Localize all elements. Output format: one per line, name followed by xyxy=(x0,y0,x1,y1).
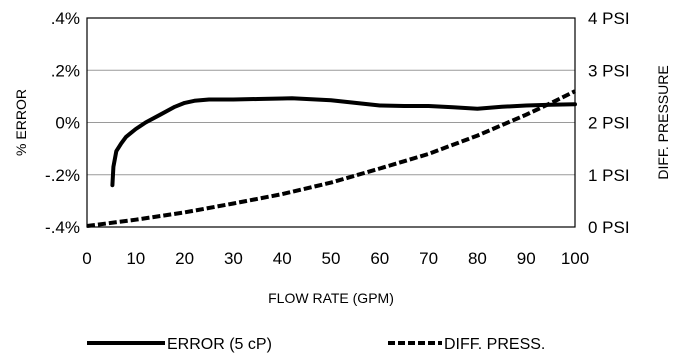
x-tick-label: 90 xyxy=(517,249,536,268)
right-y-tick-label: 0 PSI xyxy=(588,218,630,237)
right-axis-title: DIFF. PRESSURE xyxy=(655,65,671,179)
right-y-tick-label: 4 PSI xyxy=(588,9,630,28)
gridlines xyxy=(87,17,575,228)
x-tick-label: 30 xyxy=(224,249,243,268)
x-axis-ticks: 0 10 20 30 40 50 60 70 80 90 100 xyxy=(82,249,589,268)
left-y-tick-label: -.4% xyxy=(45,218,80,237)
left-axis-ticks: .4% .2% 0% -.2% -.4% xyxy=(45,9,80,237)
x-tick-label: 60 xyxy=(370,249,389,268)
x-tick-label: 100 xyxy=(561,249,589,268)
x-tick-label: 80 xyxy=(468,249,487,268)
series-layer xyxy=(86,89,577,228)
plot-area xyxy=(86,17,576,228)
right-y-tick-label: 2 PSI xyxy=(588,114,630,133)
x-tick-label: 10 xyxy=(126,249,145,268)
series-line-diff-press xyxy=(86,89,576,228)
series-line-error xyxy=(110,96,577,188)
x-axis-title: FLOW RATE (GPM) xyxy=(268,290,394,306)
left-y-tick-label: -.2% xyxy=(45,166,80,185)
legend-label-error: ERROR (5 cP) xyxy=(167,336,272,353)
x-tick-label: 40 xyxy=(273,249,292,268)
x-tick-label: 50 xyxy=(322,249,341,268)
x-tick-label: 70 xyxy=(419,249,438,268)
right-y-tick-label: 1 PSI xyxy=(588,166,630,185)
legend-label-diff-press: DIFF. PRESS. xyxy=(444,336,545,353)
left-y-tick-label: .2% xyxy=(51,61,80,80)
left-y-tick-label: 0% xyxy=(55,114,80,133)
x-tick-label: 20 xyxy=(175,249,194,268)
legend: ERROR (5 cP) DIFF. PRESS. xyxy=(87,336,545,353)
x-tick-label: 0 xyxy=(82,249,91,268)
left-y-tick-label: .4% xyxy=(51,9,80,28)
left-axis-title: % ERROR xyxy=(13,89,29,156)
right-y-tick-label: 3 PSI xyxy=(588,61,630,80)
right-axis-ticks: 4 PSI 3 PSI 2 PSI 1 PSI 0 PSI xyxy=(588,9,630,237)
